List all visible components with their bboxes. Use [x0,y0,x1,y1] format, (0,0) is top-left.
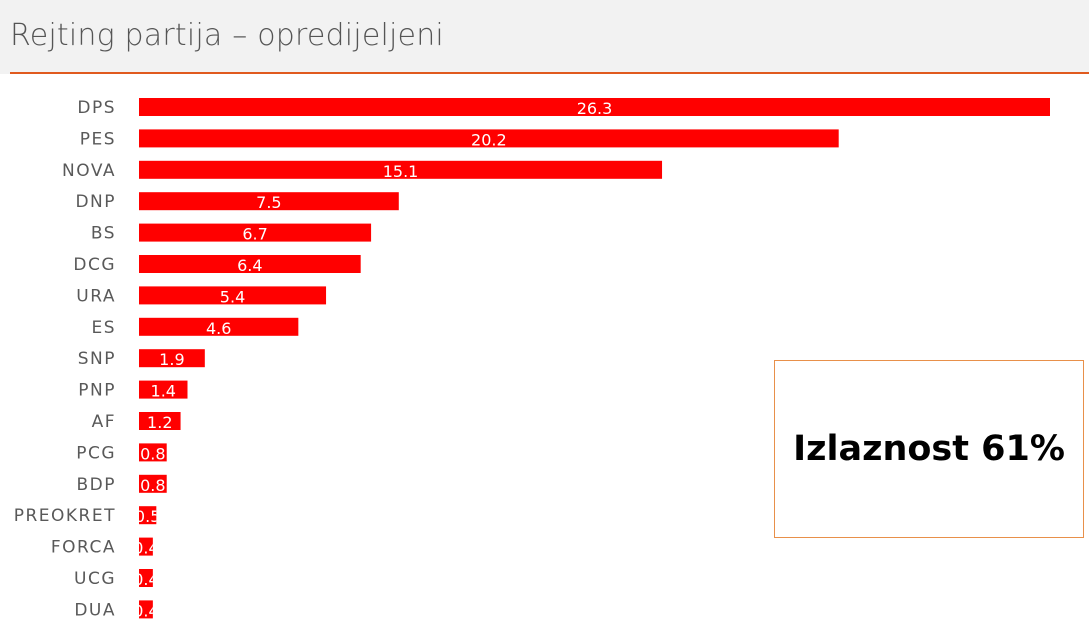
category-label-snp: SNP [78,349,116,369]
value-label-ura: 5.4 [220,287,245,306]
bar-dcg [139,255,361,273]
value-label-dnp: 7.5 [256,193,281,212]
bar-pcg [139,443,167,462]
value-label-dcg: 6.4 [237,256,262,275]
category-label-af: AF [92,412,116,432]
value-label-ucg: 0.4 [133,570,158,589]
bar-dnp [139,192,399,211]
bar-bs [139,223,372,242]
category-label-dua: DUA [74,600,116,620]
value-label-es: 4.6 [206,319,231,338]
category-label-ura: URA [76,286,116,306]
bar-forca [139,537,153,556]
value-label-pnp: 1.4 [151,382,176,401]
value-label-pes: 20.2 [471,130,507,149]
page-title: Rejting partija – opredijeljeni [10,18,444,53]
value-label-pcg: 0.8 [140,444,165,463]
category-label-es: ES [91,318,116,338]
bar-nova [139,160,663,179]
category-label-preokret: PREOKRET [14,506,116,526]
category-label-bs: BS [91,224,116,244]
bar-dps [139,98,1050,116]
category-label-forca: FORCA [51,538,116,558]
category-label-pes: PES [80,129,116,149]
category-label-dnp: DNP [75,192,116,212]
category-label-dps: DPS [77,98,116,118]
value-label-nova: 15.1 [383,162,419,181]
bar-pnp [139,380,188,399]
value-label-preokret: 0.5 [135,507,160,526]
bar-preokret [139,506,157,525]
category-label-bdp: BDP [76,475,116,495]
header-band: Rejting partija – opredijeljeni [0,0,1089,74]
bar-dua [139,600,153,619]
category-label-nova: NOVA [62,161,116,181]
value-label-snp: 1.9 [159,350,184,369]
bar-af [139,412,181,430]
bar-pes [139,129,839,148]
category-label-dcg: DCG [73,255,116,275]
value-label-af: 1.2 [147,413,172,432]
value-label-bdp: 0.8 [140,476,165,495]
bar-snp [139,349,205,368]
value-label-forca: 0.4 [133,539,158,558]
category-label-ucg: UCG [74,569,116,589]
value-label-dua: 0.4 [133,601,158,620]
bar-bdp [139,474,167,493]
category-label-pcg: PCG [76,443,116,463]
value-label-bs: 6.7 [242,225,267,244]
title-underline [10,72,1089,74]
value-label-dps: 26.3 [577,99,613,118]
bar-ura [139,286,327,305]
bar-ucg [139,569,153,587]
category-label-pnp: PNP [78,381,116,401]
bar-es [139,317,299,336]
turnout-label: Izlaznost 61% [793,429,1065,469]
turnout-box: Izlaznost 61% [774,360,1084,538]
